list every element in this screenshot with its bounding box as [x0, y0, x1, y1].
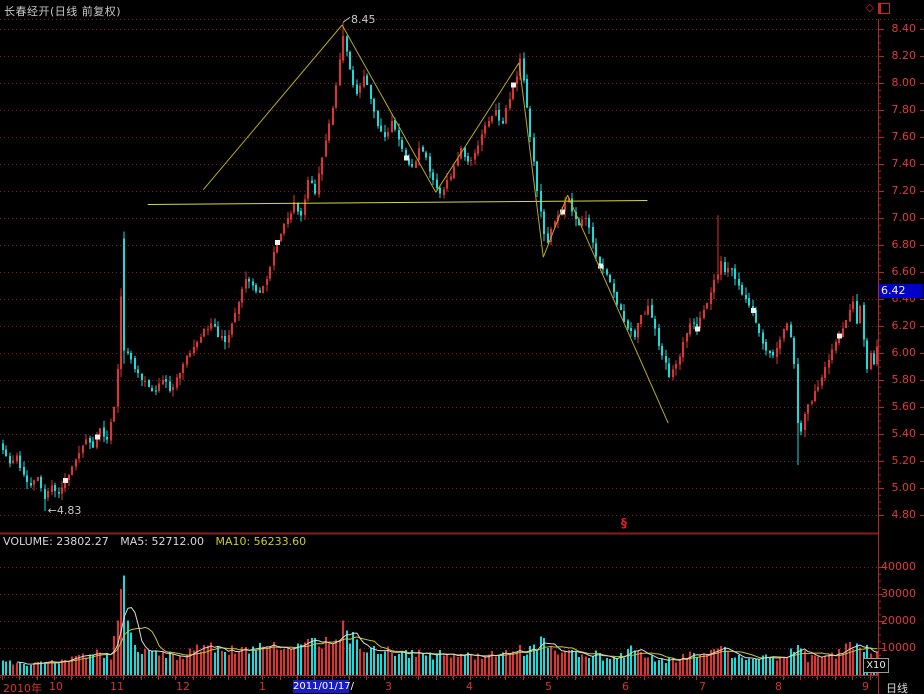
price-axis-label: 8.40 — [891, 22, 917, 35]
stock-title: 长春经开(日线 前复权) — [4, 5, 122, 18]
price-axis-label: 4.80 — [891, 508, 917, 521]
time-axis-month: 10 — [49, 680, 63, 693]
price-axis-label: 6.80 — [891, 238, 917, 251]
ma5-value: MA5: 52712.00 — [120, 535, 204, 548]
time-axis-month: 5 — [545, 680, 552, 693]
window-box-icon[interactable] — [878, 2, 890, 14]
price-axis-label: 7.80 — [891, 103, 917, 116]
time-axis-month: 11 — [110, 680, 124, 693]
current-price-tag: 6.42 — [879, 284, 923, 299]
price-axis-label: 7.20 — [891, 184, 917, 197]
price-axis-label: 7.60 — [891, 130, 917, 143]
time-axis-month: 12 — [176, 680, 190, 693]
time-axis-month: 1 — [259, 680, 266, 693]
price-axis-label: 5.20 — [891, 454, 917, 467]
price-axis-label: 5.80 — [891, 373, 917, 386]
volume-axis-label: 40000 — [881, 560, 916, 573]
diamond-icon[interactable]: ◇ — [865, 1, 874, 14]
time-axis-month: 3 — [385, 680, 392, 693]
price-axis-label: 5.40 — [891, 427, 917, 440]
period-label[interactable]: 日线 — [886, 682, 908, 694]
price-axis-label: 7.00 — [891, 211, 917, 224]
volume-value: VOLUME: 23802.27 — [3, 535, 109, 548]
time-axis-month: 6 — [622, 680, 629, 693]
title-bar: 长春经开(日线 前复权) ◇ — [0, 0, 924, 18]
price-axis-label: 8.20 — [891, 49, 917, 62]
event-marker: § — [621, 516, 627, 530]
ma10-value: MA10: 56233.60 — [215, 535, 307, 548]
low-price-annotation: ←4.83 — [47, 503, 82, 517]
time-axis-month: 7 — [699, 680, 706, 693]
time-axis-month: 4 — [466, 680, 473, 693]
highlighted-date: 2011/01/17/一 — [293, 680, 355, 693]
price-axis-label: 6.60 — [891, 265, 917, 278]
time-axis-year: 2010年 — [3, 682, 42, 694]
time-axis-month: 9 — [862, 680, 869, 693]
price-axis-label: 5.60 — [891, 400, 917, 413]
volume-indicator-header: VOLUME: 23802.27 MA5: 52712.00 MA10: 562… — [3, 535, 306, 548]
time-axis-month: 8 — [775, 680, 782, 693]
corner-icons: ◇ — [866, 2, 890, 14]
volume-multiplier-label: X10 — [863, 658, 889, 673]
volume-axis-label: 10000 — [881, 641, 916, 654]
price-axis-label: 7.40 — [891, 157, 917, 170]
price-axis-label: 8.00 — [891, 76, 917, 89]
volume-axis-label: 20000 — [881, 614, 916, 627]
volume-axis-label: 30000 — [881, 587, 916, 600]
price-axis-label: 6.20 — [891, 319, 917, 332]
price-axis-label: 5.00 — [891, 481, 917, 494]
high-price-annotation: 8.45 — [351, 13, 376, 27]
price-axis-label: 6.00 — [891, 346, 917, 359]
